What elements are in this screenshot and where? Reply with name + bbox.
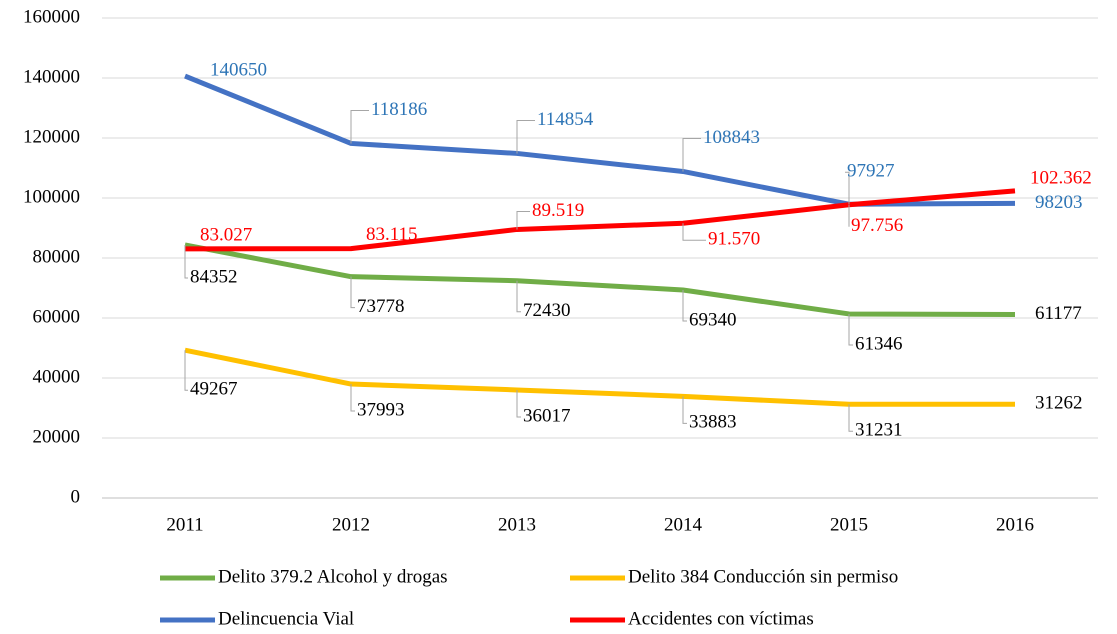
data-label: 89.519 — [532, 200, 584, 221]
leader-line — [516, 280, 521, 313]
data-label: 33883 — [689, 412, 737, 433]
legend-label: Delito 379.2 Alcohol y drogas — [218, 566, 448, 587]
leader-line — [682, 289, 687, 322]
y-tick-label: 20000 — [33, 426, 81, 447]
legend-label: Accidentes con víctimas — [628, 608, 814, 629]
legend-label: Delito 384 Conducción sin permiso — [628, 566, 898, 587]
data-label: 31262 — [1035, 393, 1083, 414]
y-tick-label: 120000 — [23, 126, 80, 147]
x-tick-label: 2013 — [498, 514, 536, 535]
data-label: 73778 — [357, 296, 405, 317]
data-label: 83.115 — [366, 224, 418, 245]
data-label: 83.027 — [200, 224, 252, 245]
data-label: 97927 — [847, 161, 895, 182]
x-tick-label: 2012 — [332, 514, 370, 535]
y-tick-label: 80000 — [33, 246, 81, 267]
series-line — [184, 188, 1016, 252]
data-label: 61346 — [855, 333, 903, 354]
data-label: 72430 — [523, 300, 571, 321]
x-tick-label: 2011 — [166, 514, 203, 535]
data-label: 108843 — [703, 127, 760, 148]
leader-line — [516, 210, 530, 230]
leader-line — [184, 350, 188, 391]
leader-line — [845, 171, 850, 205]
y-tick-label: 160000 — [23, 6, 80, 27]
data-label: 118186 — [371, 99, 427, 120]
x-tick-label: 2014 — [664, 514, 703, 535]
data-label: 49267 — [190, 379, 238, 400]
data-label: 97.756 — [851, 215, 903, 236]
data-label: 31231 — [855, 420, 903, 441]
y-tick-label: 0 — [71, 486, 81, 507]
leader-line — [184, 244, 188, 279]
leader-line — [350, 276, 355, 309]
leader-line — [350, 384, 355, 412]
data-label: 140650 — [210, 59, 267, 80]
data-label: 69340 — [689, 309, 737, 330]
leader-line — [350, 109, 369, 144]
data-label: 91.570 — [708, 229, 760, 250]
data-label: 61177 — [1035, 303, 1082, 324]
data-label: 98203 — [1035, 192, 1083, 213]
data-label: 37993 — [357, 399, 405, 420]
leader-line — [682, 137, 701, 172]
legend-label: Delincuencia Vial — [218, 608, 354, 629]
y-tick-label: 40000 — [33, 366, 81, 387]
y-tick-label: 140000 — [23, 66, 80, 87]
series-line — [184, 242, 1016, 317]
leader-line — [516, 119, 535, 154]
y-tick-label: 60000 — [33, 306, 81, 327]
series-line — [184, 73, 1016, 207]
y-tick-label: 100000 — [23, 186, 80, 207]
leader-line — [848, 404, 853, 432]
x-tick-label: 2016 — [996, 514, 1034, 535]
x-tick-label: 2015 — [830, 514, 868, 535]
data-label: 114854 — [537, 109, 594, 130]
leader-line — [516, 389, 521, 418]
series-line — [184, 347, 1016, 407]
leader-line — [848, 313, 853, 346]
leader-line — [682, 396, 687, 424]
leader-line — [682, 223, 706, 241]
data-label: 84352 — [190, 266, 238, 287]
data-label: 36017 — [523, 405, 571, 426]
data-label: 102.362 — [1030, 167, 1092, 188]
